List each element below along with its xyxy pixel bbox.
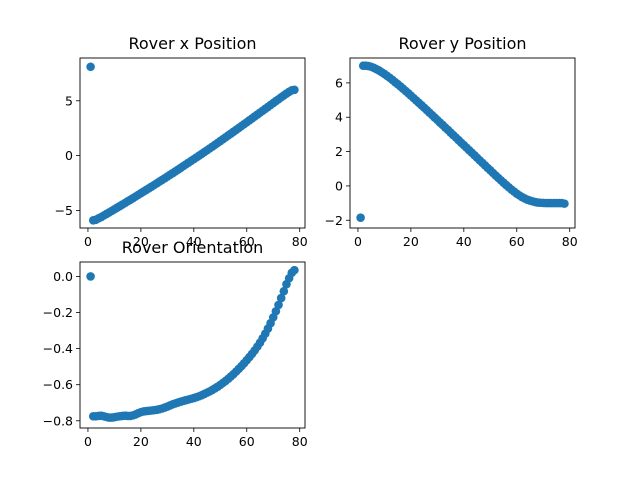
x-tick-label: 40: [456, 234, 472, 249]
y-tick-label: −0.6: [43, 377, 73, 392]
subplot-1: 0 20 40 60 80 −5 0 5 Rover x Position: [55, 34, 308, 249]
subplot-3: 0 20 40 60 80 0.0 −0.2 −0.4 −0.6 −0.8 Rover Orient…: [43, 238, 308, 449]
scatter-series: [86, 62, 299, 225]
x-tick-label: 0: [84, 234, 92, 249]
y-tick-label: 5: [65, 93, 73, 108]
x-tick-label: 60: [239, 234, 255, 249]
data-point: [274, 300, 283, 310]
y-tick-label: 0: [65, 148, 73, 163]
x-tick-label: 60: [509, 234, 525, 249]
subplot-2: 0 20 40 60 80 −2 0 2 4 6 Rover y Position: [325, 34, 578, 249]
data-point: [356, 213, 365, 222]
scatter-series: [86, 265, 299, 422]
y-tick-label: 6: [335, 75, 343, 90]
data-point: [276, 293, 286, 303]
x-tick-label: 80: [562, 234, 578, 249]
data-point: [560, 199, 569, 208]
y-tick-label: −0.4: [43, 341, 73, 356]
axes-frame: [79, 261, 306, 429]
data-point: [86, 62, 95, 72]
y-tick-label: 2: [335, 144, 343, 159]
y-tick-label: −2: [325, 213, 343, 228]
data-point: [290, 265, 299, 275]
y-tick-label: 0: [335, 178, 343, 193]
x-tick-label: 20: [133, 234, 149, 249]
y-tick-label: −5: [55, 203, 73, 218]
y-tick-label: −0.8: [43, 413, 73, 428]
y-tick-label: 4: [335, 110, 343, 125]
scatter-series: [356, 61, 569, 222]
chart-title: Rover y Position: [398, 34, 526, 53]
x-tick-label: 40: [186, 234, 202, 249]
x-tick-label: 40: [186, 434, 202, 449]
chart-title: Rover Orientation: [122, 238, 264, 257]
data-point: [86, 272, 95, 281]
chart-title: Rover x Position: [128, 34, 256, 53]
x-tick-label: 0: [354, 234, 362, 249]
x-tick-label: 20: [133, 434, 149, 449]
x-tick-label: 20: [403, 234, 419, 249]
x-tick-label: 80: [292, 434, 308, 449]
data-point: [279, 286, 289, 296]
x-tick-label: 80: [292, 234, 308, 249]
y-tick-label: 0.0: [53, 269, 73, 284]
axes-frame: [349, 57, 576, 229]
x-tick-label: 60: [239, 434, 255, 449]
y-tick-label: −0.2: [43, 305, 73, 320]
axes-frame: [79, 57, 306, 229]
data-point: [290, 85, 299, 95]
x-tick-label: 0: [84, 434, 92, 449]
